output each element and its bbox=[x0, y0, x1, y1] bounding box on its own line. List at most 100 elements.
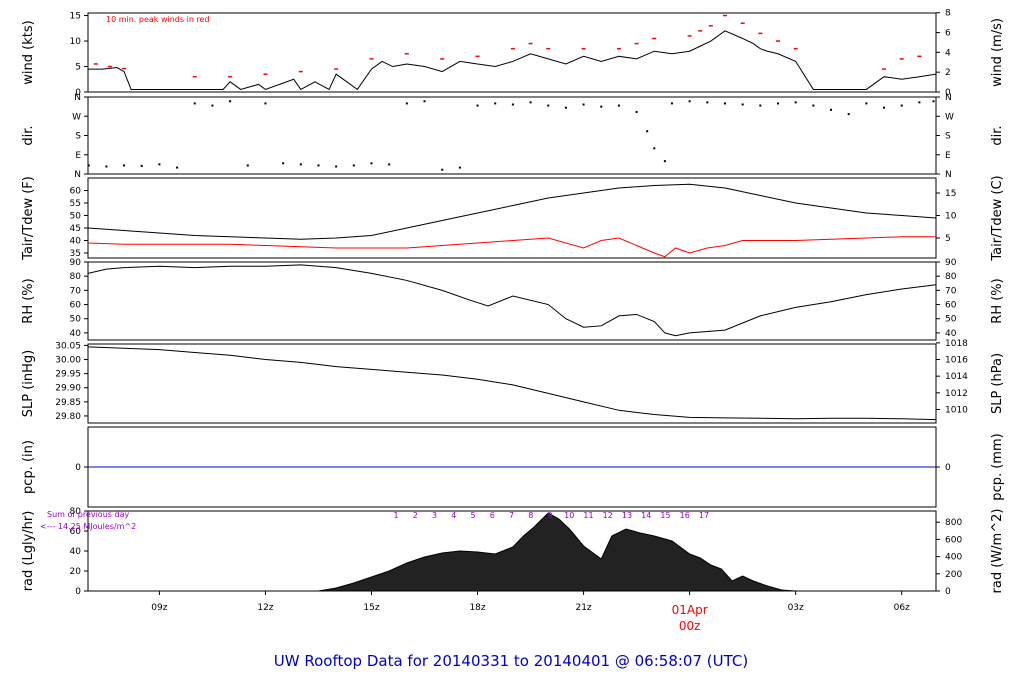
y-axis-label-right: RH (%) bbox=[990, 278, 1005, 323]
y-tick-label: 20 bbox=[70, 567, 82, 577]
rad-hour-label: 8 bbox=[528, 511, 533, 520]
direction-point bbox=[646, 130, 649, 133]
rad-hour-label: 7 bbox=[509, 511, 514, 520]
direction-point bbox=[670, 102, 673, 105]
x-tick-label: 09z bbox=[151, 603, 167, 613]
direction-point bbox=[140, 164, 143, 167]
direction-point bbox=[123, 164, 126, 167]
y-tick-label: 60 bbox=[70, 527, 82, 537]
direction-point bbox=[688, 100, 691, 103]
rad-hour-label: 3 bbox=[432, 511, 437, 520]
direction-point bbox=[264, 102, 267, 105]
y-tick-label: 0 bbox=[75, 463, 81, 473]
x-tick-label: 15z bbox=[363, 603, 379, 613]
plot-area bbox=[88, 100, 935, 171]
y-tick-label: 50 bbox=[70, 212, 82, 222]
y-axis-label: RH (%) bbox=[21, 278, 36, 323]
y-tick-label-right: 90 bbox=[945, 258, 957, 268]
direction-point bbox=[812, 104, 815, 107]
y-tick-label: 29.95 bbox=[55, 370, 81, 380]
y-tick-label: 10 bbox=[70, 37, 82, 47]
y-tick-label-right: N bbox=[945, 170, 952, 180]
y-tick-label-right: 0 bbox=[945, 88, 951, 98]
direction-point bbox=[723, 102, 726, 105]
y-axis-label: SLP (inHg) bbox=[21, 350, 36, 418]
y-tick-label-right: 15 bbox=[945, 189, 956, 199]
y-tick-label-right: 6 bbox=[945, 29, 951, 39]
series-slp bbox=[88, 346, 936, 421]
y-tick-label: 30.05 bbox=[55, 341, 81, 351]
y-tick-label: W bbox=[72, 112, 81, 122]
plot-area bbox=[88, 346, 936, 421]
y-tick-label: 40 bbox=[70, 237, 82, 247]
y-tick-label: 29.80 bbox=[55, 412, 81, 422]
direction-point bbox=[388, 163, 391, 166]
y-tick-label: 30.00 bbox=[55, 356, 81, 366]
direction-point bbox=[317, 164, 320, 167]
rad-hour-label: 2 bbox=[413, 511, 418, 520]
y-tick-label-right: E bbox=[945, 151, 951, 161]
direction-point bbox=[193, 102, 196, 105]
y-axis-label-right: SLP (hPa) bbox=[990, 353, 1005, 414]
y-tick-label-right: 80 bbox=[945, 272, 957, 282]
direction-point bbox=[883, 106, 886, 109]
y-tick-label: 0 bbox=[75, 587, 81, 597]
series-rh bbox=[88, 264, 936, 337]
y-tick-label-right: 5 bbox=[945, 234, 951, 244]
date-marker-hour: 00z bbox=[679, 619, 701, 633]
y-tick-label-right: 70 bbox=[945, 286, 957, 296]
y-tick-label-right: 1014 bbox=[945, 372, 968, 382]
y-tick-label: 60 bbox=[70, 301, 82, 311]
panel-pcp: 0 0 pcp. (in) pcp. (mm) bbox=[21, 426, 1005, 508]
plot-area bbox=[88, 264, 936, 337]
y-tick-label: N bbox=[74, 93, 81, 103]
chart-title: UW Rooftop Data for 20140331 to 20140401… bbox=[274, 652, 748, 670]
y-axis-label: rad (Lgly/hr) bbox=[21, 511, 36, 592]
direction-point bbox=[635, 110, 638, 113]
direction-point bbox=[299, 163, 302, 166]
direction-point bbox=[776, 102, 779, 105]
y-tick-label: 0 bbox=[75, 88, 81, 98]
direction-point bbox=[441, 168, 444, 171]
direction-point bbox=[617, 104, 620, 107]
y-tick-label: 70 bbox=[70, 286, 82, 296]
direction-point bbox=[653, 147, 656, 150]
y-tick-label: 29.85 bbox=[55, 398, 81, 408]
direction-point bbox=[847, 113, 850, 116]
direction-point bbox=[105, 165, 108, 168]
y-tick-label-right: 1018 bbox=[945, 339, 968, 349]
y-tick-label: 35 bbox=[70, 249, 81, 259]
rad-hour-label: 12 bbox=[603, 511, 613, 520]
y-tick-label-right: 0 bbox=[945, 587, 951, 597]
plot-area bbox=[88, 14, 936, 91]
direction-point bbox=[932, 100, 935, 103]
y-tick-label-right: 800 bbox=[945, 518, 962, 528]
y-tick-label: 29.90 bbox=[55, 384, 81, 394]
rad-sum-label: Sum of previous day bbox=[47, 510, 129, 519]
direction-point bbox=[741, 103, 744, 106]
direction-point bbox=[494, 102, 497, 105]
y-tick-label: 90 bbox=[70, 258, 82, 268]
x-tick-label: 03z bbox=[788, 603, 804, 613]
rad-hour-label: 15 bbox=[660, 511, 670, 520]
y-tick-label: N bbox=[74, 170, 81, 180]
direction-point bbox=[794, 101, 797, 104]
y-tick-label-right: N bbox=[945, 93, 952, 103]
y-tick-label-right: 8 bbox=[945, 9, 951, 19]
y-tick-label: 60 bbox=[70, 187, 82, 197]
panel-frame bbox=[87, 12, 937, 93]
y-tick-label: 45 bbox=[70, 224, 81, 234]
y-tick-label-right: 10 bbox=[945, 212, 957, 222]
x-tick-label: 21z bbox=[575, 603, 591, 613]
direction-point bbox=[529, 101, 532, 104]
direction-point bbox=[564, 106, 567, 109]
direction-point bbox=[211, 104, 214, 107]
rad-hour-label: 6 bbox=[490, 511, 495, 520]
series-rad bbox=[88, 512, 936, 591]
y-axis-label-right: dir. bbox=[990, 125, 1005, 145]
direction-point bbox=[600, 105, 603, 108]
x-axis: 09z 12z 15z 18z 21z 03z 06z bbox=[151, 591, 910, 613]
rad-hour-label: 9 bbox=[547, 511, 552, 520]
y-tick-label: 50 bbox=[70, 315, 82, 325]
rad-hour-label: 4 bbox=[451, 511, 456, 520]
